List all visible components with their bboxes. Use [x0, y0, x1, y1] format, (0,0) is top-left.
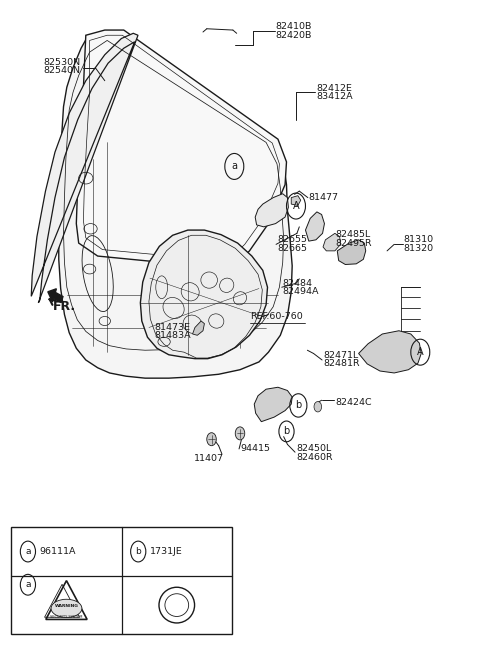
Text: 82412E: 82412E: [316, 84, 352, 93]
FancyArrow shape: [48, 289, 63, 303]
Circle shape: [207, 433, 216, 445]
Polygon shape: [305, 212, 324, 241]
Circle shape: [314, 402, 322, 412]
Polygon shape: [140, 230, 267, 359]
Polygon shape: [31, 33, 138, 303]
Polygon shape: [337, 240, 366, 265]
Text: 82665: 82665: [277, 244, 307, 253]
Text: 81473E: 81473E: [155, 323, 191, 332]
Text: b: b: [295, 400, 301, 411]
Text: WARNING: WARNING: [55, 605, 78, 608]
Text: 1731JE: 1731JE: [150, 547, 183, 556]
Text: 82481R: 82481R: [323, 360, 360, 368]
Text: 82471L: 82471L: [323, 351, 358, 360]
Text: 94415: 94415: [240, 445, 270, 453]
Text: 11407: 11407: [194, 453, 224, 462]
Text: 82424C: 82424C: [335, 398, 372, 407]
Text: A: A: [417, 347, 424, 357]
Text: FR.: FR.: [53, 299, 76, 312]
Text: 82485L: 82485L: [335, 230, 370, 239]
Text: 82484: 82484: [283, 279, 312, 288]
Text: b: b: [135, 547, 141, 556]
Text: 81483A: 81483A: [155, 331, 191, 341]
Text: 82495R: 82495R: [335, 238, 372, 248]
Text: 82530N: 82530N: [43, 58, 80, 67]
Text: 82410B: 82410B: [276, 22, 312, 31]
Polygon shape: [59, 32, 292, 378]
Polygon shape: [359, 331, 421, 373]
Text: A: A: [293, 201, 300, 211]
Text: 81310: 81310: [404, 235, 434, 244]
Polygon shape: [254, 387, 292, 422]
Text: 82494A: 82494A: [283, 288, 319, 296]
Polygon shape: [255, 194, 288, 227]
Text: a: a: [231, 161, 237, 172]
Text: a: a: [25, 580, 31, 590]
Text: REF.60-760: REF.60-760: [251, 312, 303, 321]
Ellipse shape: [51, 599, 82, 618]
Polygon shape: [76, 30, 287, 269]
Text: 81477: 81477: [309, 193, 339, 202]
Polygon shape: [291, 196, 301, 206]
Text: 82450L: 82450L: [296, 445, 331, 453]
Text: 82655: 82655: [277, 235, 307, 244]
Text: 83412A: 83412A: [316, 92, 352, 102]
Text: 96111A: 96111A: [40, 547, 76, 556]
Polygon shape: [192, 321, 204, 335]
Text: b: b: [283, 426, 289, 436]
Text: 81320: 81320: [404, 244, 434, 253]
Text: a: a: [25, 547, 31, 556]
Text: 82540N: 82540N: [43, 66, 80, 75]
Circle shape: [235, 427, 245, 440]
Text: SECURITY SYSTEM: SECURITY SYSTEM: [50, 615, 83, 619]
Text: 82420B: 82420B: [276, 31, 312, 40]
Polygon shape: [323, 233, 341, 251]
Text: 82460R: 82460R: [296, 453, 333, 462]
